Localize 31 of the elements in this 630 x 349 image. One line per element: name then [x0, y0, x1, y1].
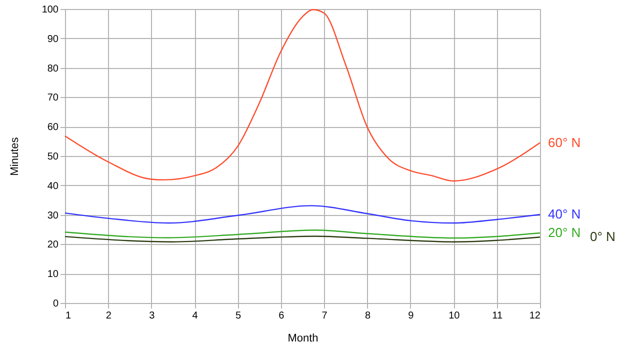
- x-axis-title: Month: [288, 332, 318, 344]
- y-tick-label: 50: [47, 152, 59, 162]
- y-tick-label: 100: [42, 4, 59, 16]
- series-label: 60° N: [548, 134, 581, 150]
- x-tick-label: 11: [492, 310, 503, 322]
- y-tick-label: 90: [47, 34, 59, 45]
- x-tick-label: 5: [235, 310, 242, 322]
- text: 0° N: [590, 229, 616, 244]
- line-series: [64, 205, 541, 224]
- series-label: 20° N: [548, 225, 581, 240]
- x-tick-label: 6: [278, 310, 285, 322]
- y-axis-title: Minutes: [8, 136, 21, 176]
- y-tick-label: 0: [52, 298, 59, 310]
- y-tick-label: 70: [47, 92, 59, 104]
- x-tick-label: 7: [322, 310, 328, 322]
- y-tick-label: 60: [47, 122, 59, 134]
- x-tick-label: 1: [66, 310, 72, 322]
- y-tick-label: 10: [47, 269, 59, 280]
- y-tick-label: 80: [47, 63, 59, 74]
- x-tick-label: 2: [106, 310, 112, 322]
- x-tick-label: 10: [448, 310, 460, 322]
- y-tick-label: 30: [47, 210, 59, 222]
- y-tick-label: 20: [47, 240, 59, 251]
- x-tick-label: 3: [149, 310, 156, 322]
- x-tick-label: 12: [529, 310, 541, 322]
- x-tick-label: 9: [408, 310, 414, 322]
- y-tick-label: 40: [47, 180, 59, 192]
- series-label: 40° N: [548, 206, 581, 222]
- x-tick-label: 8: [364, 310, 371, 322]
- line-series: [64, 229, 541, 239]
- x-tick-label: 4: [192, 310, 198, 322]
